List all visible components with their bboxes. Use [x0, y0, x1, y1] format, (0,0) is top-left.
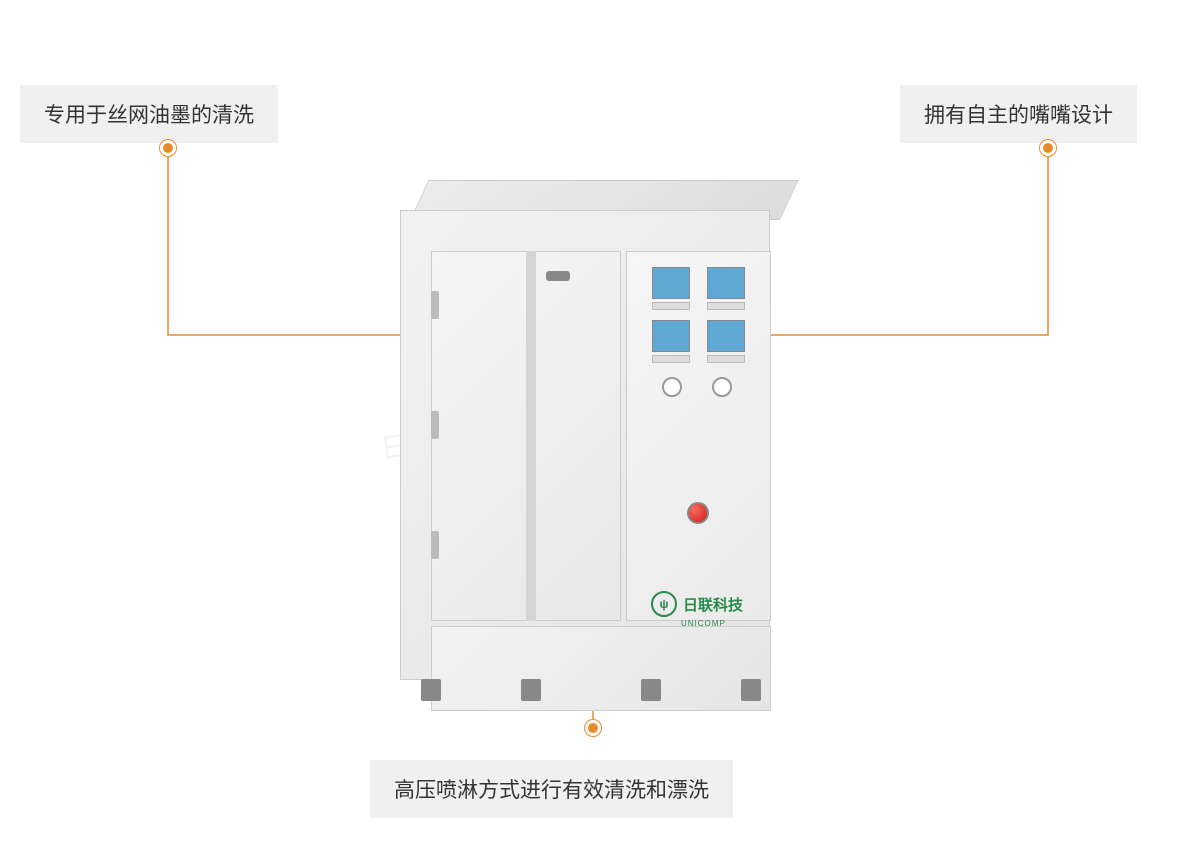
display-4	[707, 320, 745, 352]
display-1	[652, 267, 690, 299]
logo-subtext: UNICOMP	[681, 619, 726, 628]
gauge-2	[712, 377, 732, 397]
foot	[741, 679, 761, 701]
machine-body: ψ 日联科技 UNICOMP	[400, 210, 770, 680]
hinge	[431, 531, 439, 559]
label-bottom: 高压喷淋方式进行有效清洗和漂洗	[370, 760, 733, 818]
dot-bottom	[585, 720, 601, 736]
logo-text: 日联科技	[683, 594, 743, 615]
dot-top-right	[1040, 140, 1056, 156]
emergency-button	[687, 502, 709, 524]
logo-icon: ψ	[651, 591, 677, 617]
display-3	[652, 320, 690, 352]
foot	[421, 679, 441, 701]
gauge-1	[662, 377, 682, 397]
control-panel	[626, 251, 771, 621]
machine-illustration: ψ 日联科技 UNICOMP	[400, 180, 810, 700]
foot	[641, 679, 661, 701]
door-handle	[546, 271, 570, 281]
brand-logo: ψ 日联科技	[651, 591, 743, 617]
label-top-left: 专用于丝网油墨的清洗	[20, 85, 278, 143]
label-top-right: 拥有自主的嘴嘴设计	[900, 85, 1137, 143]
display-label-1	[652, 302, 690, 310]
door-divider	[526, 251, 536, 621]
lower-panel	[431, 626, 771, 711]
display-2	[707, 267, 745, 299]
display-label-3	[652, 355, 690, 363]
foot	[521, 679, 541, 701]
dot-top-left	[160, 140, 176, 156]
hinge	[431, 291, 439, 319]
display-label-4	[707, 355, 745, 363]
display-label-2	[707, 302, 745, 310]
hinge	[431, 411, 439, 439]
